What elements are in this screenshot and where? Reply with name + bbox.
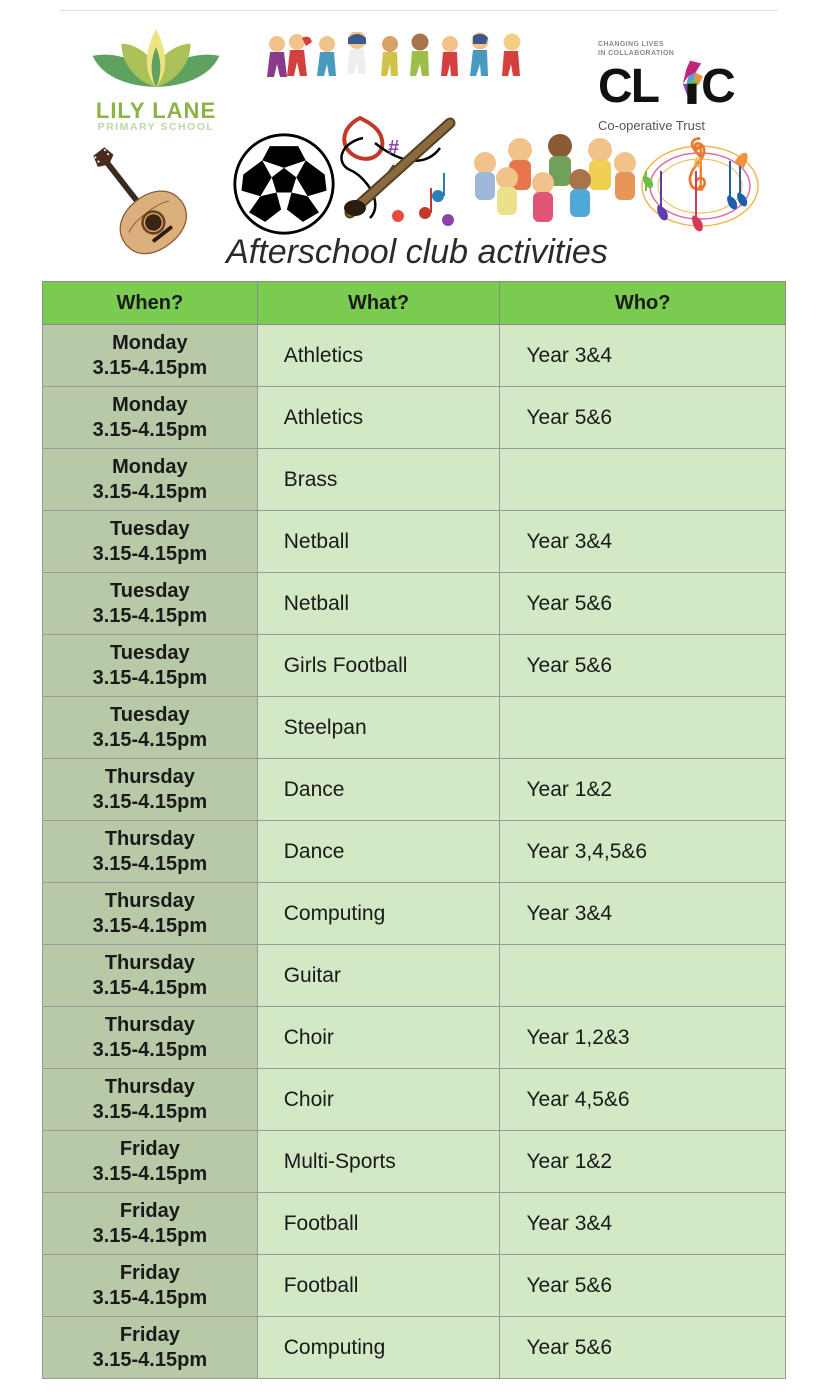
svg-text:C: C — [701, 60, 736, 113]
svg-text:CL: CL — [598, 60, 659, 113]
svg-text:#: # — [693, 155, 702, 172]
svg-text:#: # — [388, 137, 399, 159]
